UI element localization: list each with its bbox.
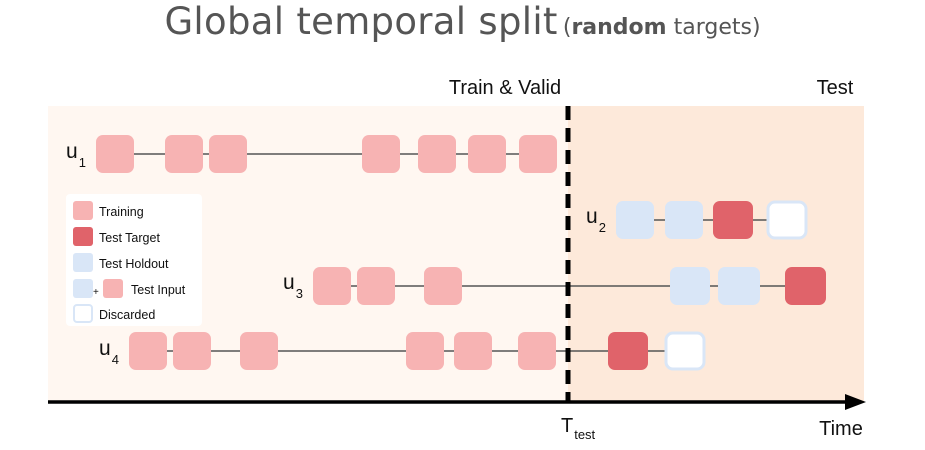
user-label-u4: u4: [99, 337, 119, 367]
train-valid-label: Train & Valid: [449, 77, 561, 99]
u4-target-event: [608, 332, 648, 370]
title-paren-open: (: [562, 15, 572, 40]
u3-training-event: [357, 267, 395, 305]
split-time-sub: test: [574, 427, 595, 442]
legend-box: [66, 194, 202, 326]
u1-training-event: [418, 135, 456, 173]
u4-discarded-event: [664, 331, 706, 371]
legend-swatch-training: [73, 201, 93, 220]
legend-label-discarded: Discarded: [99, 308, 155, 322]
diagram-title: Global temporal split (random targets): [0, 0, 925, 43]
user-sub-u3: 3: [296, 286, 303, 301]
title-main: Global temporal split: [164, 0, 558, 43]
title-bold: random: [571, 15, 667, 40]
user-label-u1: u1: [66, 140, 86, 170]
u2-target-event: [713, 201, 753, 239]
split-time-label: Ttest: [561, 415, 596, 442]
time-axis-arrow-icon: [845, 394, 866, 410]
legend-swatch-test-holdout: [73, 253, 93, 272]
u2-holdout-event: [616, 201, 654, 239]
u3-holdout-event: [670, 267, 710, 305]
legend-label-test-holdout: Test Holdout: [99, 257, 169, 271]
u1-training-event: [362, 135, 400, 173]
legend-label-test-input: Test Input: [131, 283, 186, 297]
legend-swatch-test-target: [73, 227, 93, 246]
legend: Training Test Target Test Holdout + Test…: [66, 194, 202, 326]
user-sub-u4: 4: [112, 352, 119, 367]
u3-holdout-event: [718, 267, 760, 305]
legend-swatch-test-input-holdout: [73, 279, 93, 298]
test-label: Test: [817, 77, 854, 99]
title-rest: targets): [666, 15, 761, 40]
user-sub-u1: 1: [79, 155, 86, 170]
u3-training-event: [313, 267, 351, 305]
u2-holdout-event: [665, 201, 703, 239]
u1-training-event: [468, 135, 506, 173]
u4-training-event: [173, 332, 211, 370]
legend-swatch-discarded: [73, 304, 93, 323]
legend-label-training: Training: [99, 205, 144, 219]
legend-swatch-test-input-training: [103, 279, 123, 298]
user-sub-u2: 2: [599, 220, 606, 235]
user-label-u3: u3: [283, 271, 303, 301]
time-axis-label: Time: [819, 418, 863, 440]
u4-training-event: [240, 332, 278, 370]
u1-training-event: [519, 135, 557, 173]
legend-plus-sign: +: [93, 287, 99, 298]
u4-training-event: [518, 332, 556, 370]
u3-target-event: [785, 267, 826, 305]
u4-training-event: [129, 332, 167, 370]
u1-training-event: [165, 135, 203, 173]
u4-training-event: [406, 332, 444, 370]
u1-training-event: [96, 135, 134, 173]
user-label-u2: u2: [586, 205, 606, 235]
u2-discarded-event: [766, 200, 808, 240]
u4-training-event: [454, 332, 492, 370]
u3-training-event: [424, 267, 462, 305]
legend-label-test-target: Test Target: [99, 231, 160, 245]
u1-training-event: [209, 135, 247, 173]
title-subtitle: (random targets): [563, 15, 761, 40]
